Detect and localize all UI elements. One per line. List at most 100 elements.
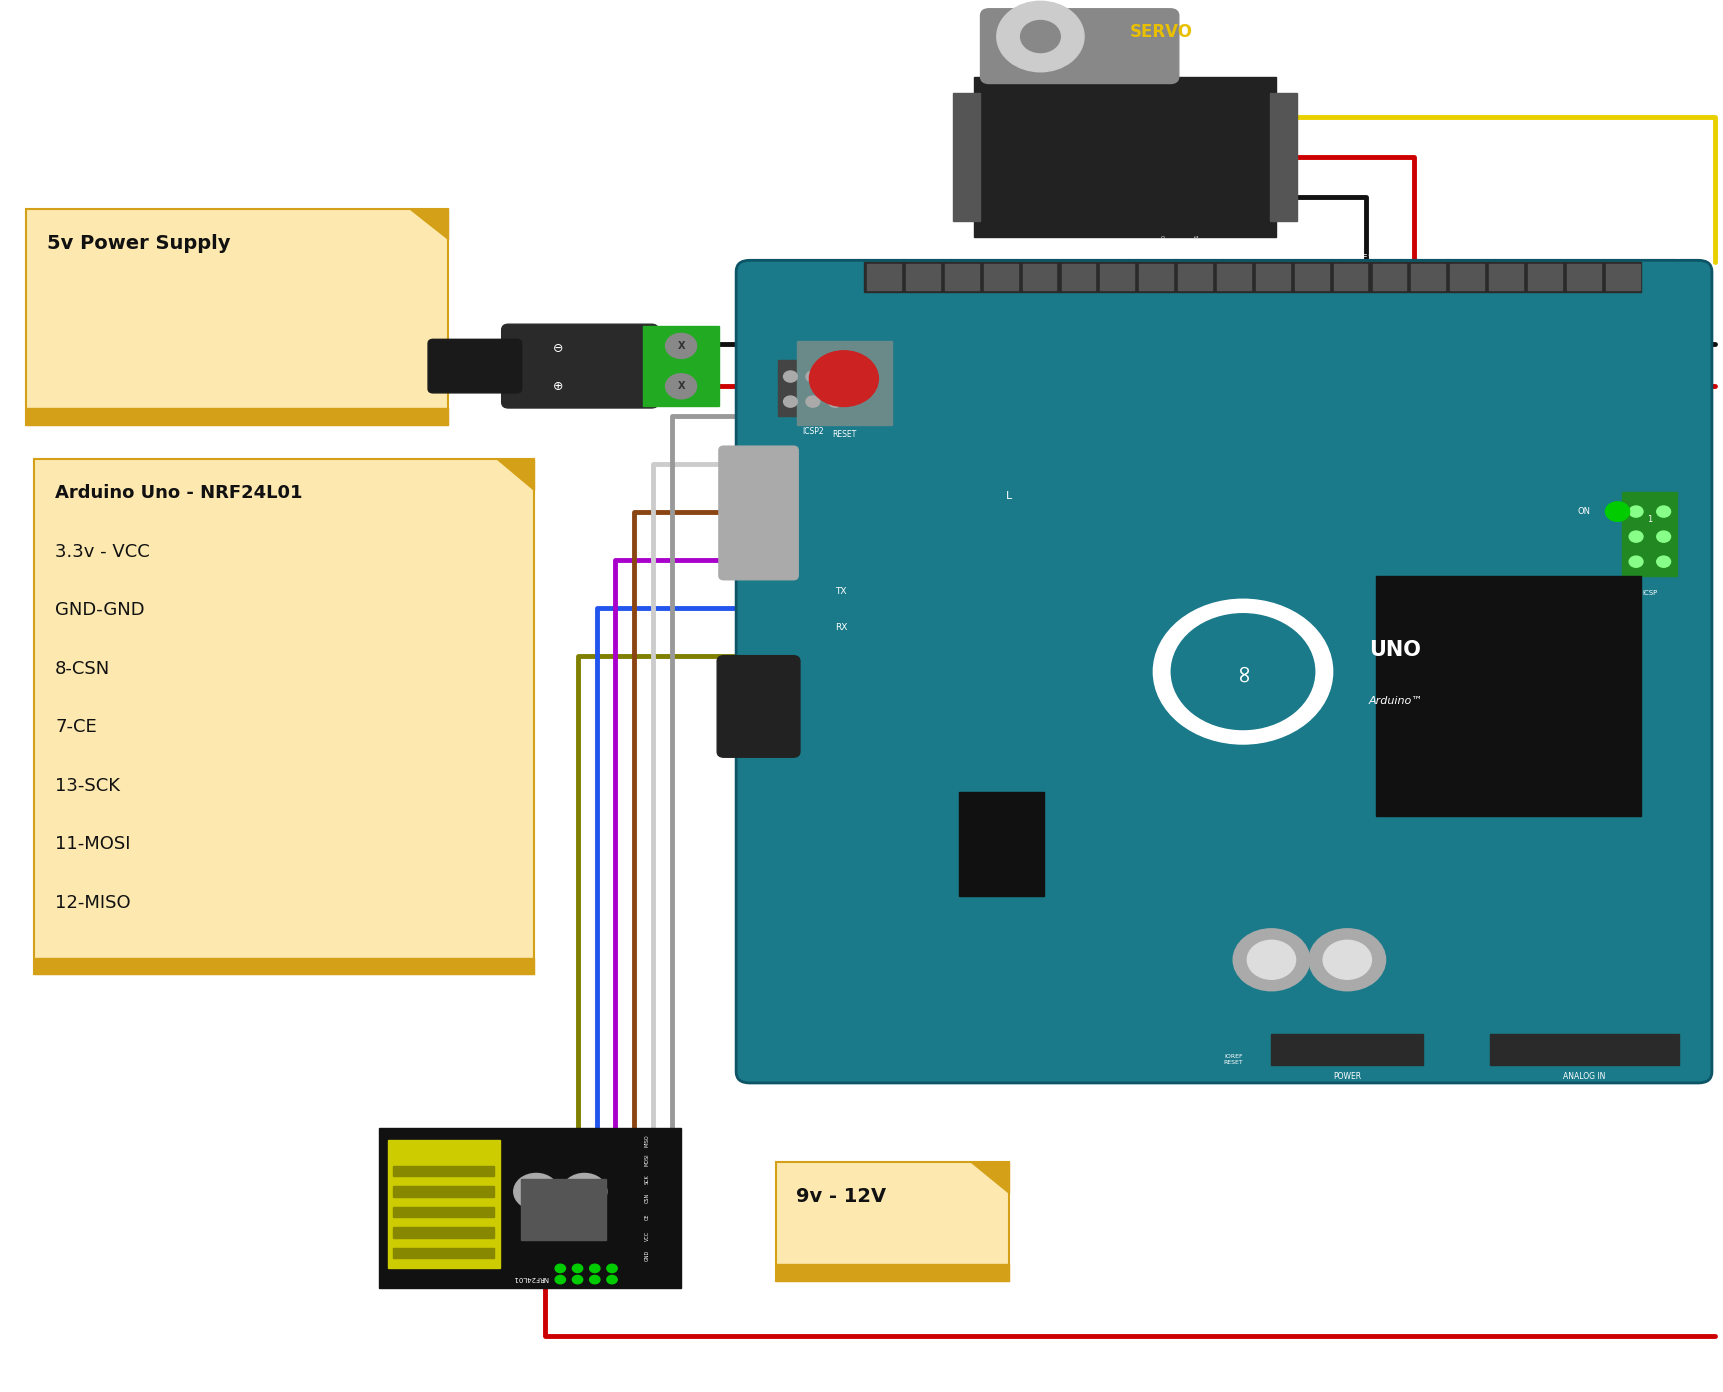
Text: 2: 2: [1227, 241, 1232, 244]
Bar: [1022, 264, 1056, 290]
Text: ~6: ~6: [1359, 237, 1365, 244]
Circle shape: [555, 1275, 565, 1283]
Circle shape: [1656, 505, 1670, 516]
Circle shape: [665, 334, 696, 359]
Bar: [1449, 264, 1484, 290]
Circle shape: [1323, 941, 1372, 980]
Polygon shape: [410, 209, 448, 239]
Bar: [393, 1186, 495, 1197]
Bar: [863, 262, 1640, 292]
Bar: [1604, 264, 1639, 290]
Text: SCK: SCK: [644, 1173, 650, 1183]
Text: 7-CE: 7-CE: [55, 718, 96, 736]
Text: GND-GND: GND-GND: [55, 601, 145, 619]
Bar: [867, 264, 901, 290]
Bar: [1272, 1034, 1423, 1065]
Text: 13-SCK: 13-SCK: [55, 777, 121, 795]
FancyBboxPatch shape: [736, 260, 1711, 1083]
Text: 8-CSN: 8-CSN: [55, 660, 110, 678]
Circle shape: [589, 1264, 600, 1272]
Text: 12: 12: [1558, 238, 1563, 244]
Bar: [520, 1179, 605, 1239]
Text: 11-MOSI: 11-MOSI: [55, 835, 131, 853]
Circle shape: [808, 351, 877, 406]
Text: ~10: ~10: [1492, 234, 1496, 244]
Circle shape: [1628, 532, 1642, 541]
Text: 9v - 12V: 9v - 12V: [796, 1187, 886, 1207]
Circle shape: [1604, 501, 1628, 522]
Bar: [1099, 264, 1134, 290]
Circle shape: [572, 1275, 582, 1283]
Bar: [944, 264, 979, 290]
Bar: [973, 77, 1275, 237]
Bar: [1566, 264, 1599, 290]
Text: 5v Power Supply: 5v Power Supply: [47, 234, 229, 253]
Circle shape: [1153, 600, 1332, 745]
Circle shape: [1170, 614, 1315, 729]
Text: ∞: ∞: [1230, 661, 1254, 682]
Bar: [643, 326, 718, 406]
Text: ICSP: ICSP: [1642, 590, 1656, 596]
Bar: [953, 93, 979, 221]
Text: 4: 4: [1294, 241, 1297, 244]
Polygon shape: [496, 459, 534, 490]
Text: RESET: RESET: [830, 430, 856, 438]
Circle shape: [1656, 532, 1670, 541]
FancyBboxPatch shape: [718, 445, 798, 579]
Text: TX1: TX1: [1194, 234, 1199, 244]
Text: 3.3v - VCC: 3.3v - VCC: [55, 543, 150, 561]
Bar: [1334, 264, 1366, 290]
Bar: [1489, 264, 1521, 290]
Text: RX0: RX0: [1161, 234, 1166, 244]
Bar: [1411, 264, 1444, 290]
Text: 13: 13: [1590, 238, 1595, 244]
Bar: [775, 1264, 1008, 1281]
Text: GND: GND: [644, 1250, 650, 1261]
Circle shape: [1234, 930, 1309, 991]
Bar: [393, 1207, 495, 1217]
Circle shape: [782, 397, 796, 408]
Bar: [393, 1166, 495, 1176]
Text: MOSI: MOSI: [644, 1153, 650, 1166]
Circle shape: [555, 1264, 565, 1272]
Text: ~11: ~11: [1525, 234, 1530, 244]
Text: ⊕: ⊕: [553, 380, 563, 393]
Circle shape: [606, 1264, 617, 1272]
Circle shape: [1020, 21, 1060, 53]
Bar: [906, 264, 939, 290]
Bar: [393, 1247, 495, 1258]
Bar: [1294, 264, 1328, 290]
Text: MISO: MISO: [644, 1134, 650, 1147]
Bar: [1372, 264, 1406, 290]
Text: TX: TX: [834, 587, 846, 596]
Circle shape: [572, 1264, 582, 1272]
Polygon shape: [970, 1162, 1008, 1193]
Circle shape: [806, 372, 820, 383]
Circle shape: [562, 1173, 606, 1210]
Circle shape: [513, 1173, 558, 1210]
Text: 1: 1: [1645, 515, 1652, 523]
Text: ⊖: ⊖: [553, 342, 563, 355]
Circle shape: [1628, 505, 1642, 516]
Text: UNO: UNO: [1368, 640, 1420, 660]
FancyBboxPatch shape: [26, 209, 448, 425]
Text: RX: RX: [834, 624, 848, 632]
Text: X: X: [677, 381, 684, 391]
Circle shape: [829, 397, 841, 408]
Text: ANALOG IN: ANALOG IN: [1563, 1072, 1604, 1080]
Bar: [777, 361, 846, 416]
Circle shape: [806, 397, 820, 408]
Text: AREF  GND: AREF GND: [899, 252, 941, 260]
Bar: [958, 792, 1044, 896]
Text: ~9: ~9: [1458, 237, 1463, 244]
Circle shape: [606, 1275, 617, 1283]
Text: ~5: ~5: [1327, 237, 1332, 244]
Bar: [1621, 491, 1676, 576]
Bar: [26, 408, 448, 425]
Circle shape: [1656, 555, 1670, 568]
Bar: [1375, 576, 1640, 816]
Bar: [1216, 264, 1249, 290]
Bar: [388, 1140, 500, 1268]
Bar: [1254, 264, 1289, 290]
FancyBboxPatch shape: [717, 656, 799, 757]
